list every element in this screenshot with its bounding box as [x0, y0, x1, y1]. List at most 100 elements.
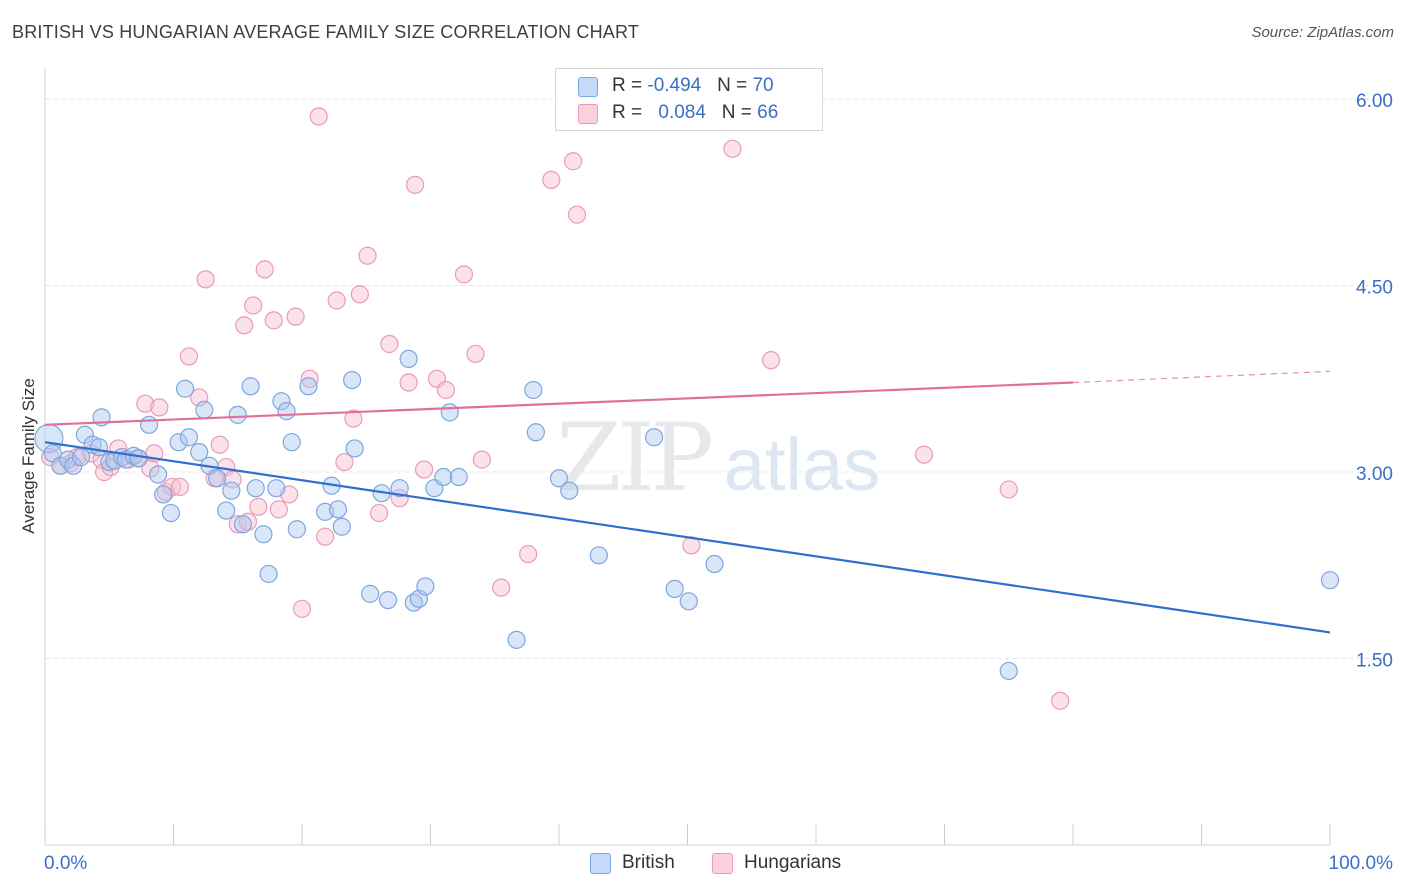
hungarians-points — [41, 107, 1070, 710]
british-point — [139, 415, 159, 434]
y-axis-label: Average Family Size — [19, 378, 38, 534]
hungarian-point — [269, 500, 288, 519]
british-point — [1320, 571, 1340, 590]
hungarian-point — [335, 452, 354, 472]
british-point — [416, 577, 435, 596]
hungarian-point — [150, 398, 169, 417]
y-tick-label: 1.50 — [1356, 651, 1393, 672]
british-point — [665, 579, 684, 599]
british-points — [34, 349, 1340, 681]
british-point — [179, 428, 199, 447]
british-point — [228, 405, 247, 424]
y-tick-label: 4.50 — [1356, 278, 1393, 299]
british-point — [399, 349, 418, 369]
british-point — [222, 481, 241, 500]
watermark: ZIP atlas — [556, 404, 880, 513]
british-point — [705, 554, 724, 574]
hungarian-point — [466, 344, 485, 364]
british-point — [154, 485, 173, 504]
chart-title: BRITISH VS HUNGARIAN AVERAGE FAMILY SIZE… — [12, 22, 640, 42]
british-point — [440, 403, 459, 422]
british-point — [148, 465, 168, 484]
hungarian-point — [454, 265, 474, 284]
hungarian-point — [472, 450, 491, 469]
british-point — [526, 423, 545, 442]
british-point — [75, 425, 94, 444]
british-point — [259, 564, 278, 584]
hungarian-point — [436, 380, 456, 400]
british-point — [644, 428, 664, 447]
british-n-value: 70 — [752, 75, 774, 96]
british-point — [233, 515, 252, 534]
hungarian-point — [309, 107, 328, 126]
british-point — [287, 520, 306, 539]
british-point — [434, 467, 453, 487]
hungarians-legend-label: Hungarians — [744, 852, 842, 873]
british-point — [282, 433, 301, 452]
british-point — [507, 630, 526, 649]
stats-legend: R = -0.494 N = 70 R = 0.084 N = 66 — [555, 68, 823, 131]
hungarian-point — [170, 477, 190, 497]
british-point — [89, 438, 109, 457]
british-point — [190, 443, 209, 462]
british-r-value: -0.494 — [647, 75, 702, 96]
british-n-label: N = — [717, 75, 753, 96]
british-point — [524, 380, 543, 400]
hungarian-point — [564, 152, 583, 171]
british-trend-line — [44, 441, 1331, 634]
hungarian-point — [264, 311, 283, 330]
hungarian-point — [210, 435, 229, 454]
hungarians-n-label: N = — [721, 102, 758, 123]
british-point — [449, 467, 468, 487]
hungarian-point — [414, 460, 434, 479]
british-point — [217, 501, 236, 520]
hungarian-trend-extension — [1072, 370, 1331, 384]
hungarian-point — [358, 246, 377, 265]
british-point — [589, 546, 608, 565]
british-point — [277, 402, 296, 421]
hungarians-r-value: 0.084 — [658, 102, 706, 123]
trend-lines — [44, 370, 1331, 634]
hungarian-point — [370, 503, 389, 523]
hungarian-point — [300, 369, 319, 388]
british-swatch — [578, 77, 598, 97]
x-tick-label-end: 100.0% — [1329, 853, 1394, 874]
hungarian-point — [380, 334, 399, 354]
hungarian-point — [761, 351, 781, 370]
british-point — [560, 481, 579, 500]
hungarian-point — [999, 480, 1018, 499]
hungarian-point — [350, 285, 369, 304]
british-point — [169, 433, 188, 452]
hungarian-point — [136, 394, 155, 413]
british-point — [345, 439, 364, 458]
british-point — [272, 392, 291, 411]
watermark-zip: ZIP — [556, 404, 710, 513]
british-point — [195, 400, 214, 419]
british-point — [254, 525, 273, 544]
hungarian-point — [179, 347, 199, 366]
hungarian-point — [244, 296, 263, 315]
source-label: Source: ZipAtlas.com — [1251, 24, 1394, 41]
british-point — [175, 379, 195, 398]
hungarian-point — [344, 409, 363, 428]
y-tick-label: 6.00 — [1356, 91, 1393, 112]
british-point — [390, 479, 409, 498]
hungarian-point — [399, 373, 418, 392]
hungarian-point — [292, 599, 312, 618]
hungarian-point — [914, 445, 934, 464]
british-point — [246, 479, 265, 498]
hungarian-point — [405, 175, 425, 194]
british-point — [361, 584, 380, 603]
hungarian-point — [327, 291, 346, 310]
hungarian-point — [255, 260, 274, 279]
hungarian-point — [542, 170, 561, 189]
british-point — [241, 377, 260, 396]
british-point — [129, 449, 148, 468]
british-point — [679, 592, 698, 611]
hungarian-point — [519, 544, 538, 564]
british-point — [328, 500, 348, 519]
hungarian-point — [1051, 691, 1070, 710]
hungarian-point — [492, 578, 511, 597]
british-point — [267, 479, 286, 498]
